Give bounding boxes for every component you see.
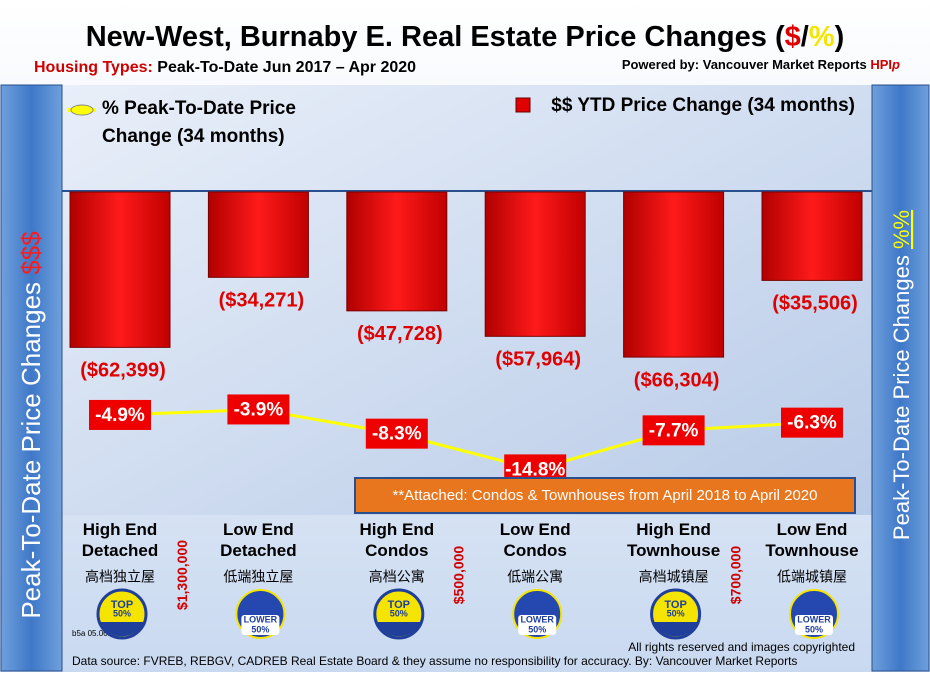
value-label-box	[365, 418, 428, 449]
x-tick-label: High End Townhouse	[627, 520, 721, 560]
value-label: -8.3%	[372, 424, 422, 445]
divider-label: $1,300,000	[174, 540, 190, 610]
title-text: New-West, Burnaby E. Real Estate Price C…	[86, 21, 785, 53]
y-axis-label-symbol: $$$	[16, 231, 46, 275]
badge-text: 50%	[805, 624, 823, 634]
plot-area	[62, 85, 872, 515]
value-label: -6.3%	[787, 413, 837, 434]
badge-plate	[241, 615, 280, 635]
x-tick-label: Low End Detached	[220, 520, 297, 560]
title-text: /	[801, 21, 809, 53]
badge-text: 50%	[528, 624, 546, 634]
hpi: HPI	[870, 57, 892, 72]
note: **Attached: Condos & Townhouses from Apr…	[393, 487, 818, 504]
x-tick-label-zh: 高档独立屋	[85, 569, 155, 585]
x-tick-label-zh: 高档公寓	[369, 569, 425, 585]
badge-text: TOP	[388, 599, 410, 611]
x-tick-label: Low End Townhouse	[765, 520, 859, 560]
legend-label: % Peak-To-Date Price Change (34 months)	[102, 98, 296, 147]
left-panel	[0, 84, 63, 672]
value-label-box	[642, 415, 705, 446]
x-tick-label-zh: 低端公寓	[507, 569, 563, 585]
y2-axis-label-text: Peak-To-Date Price Changes	[889, 249, 914, 540]
legend-marker	[70, 104, 94, 116]
badge-text: LOWER	[520, 614, 554, 624]
value-label: ($66,304)	[634, 369, 720, 391]
bar	[207, 191, 309, 278]
divider-label: $700,000	[728, 546, 744, 605]
subtitle-text: Peak-To-Date Jun 2017 – Apr 2020	[157, 59, 416, 76]
y2-axis-label-symbol: %%	[889, 210, 914, 249]
x-tick-label-box: Low End Townhouse	[765, 520, 859, 560]
y2-axis-label: Peak-To-Date Price Changes %%	[889, 210, 914, 540]
badge-text: 50%	[251, 624, 269, 634]
badge-text: 50%	[113, 608, 131, 618]
y-axis-label-text: Peak-To-Date Price Changes	[16, 275, 46, 619]
value-label: ($34,271)	[219, 290, 305, 312]
badge-plate	[795, 615, 833, 635]
value-label: ($35,506)	[772, 293, 858, 315]
x-tick-label: High End Condos	[359, 520, 435, 560]
badge-lower	[653, 622, 698, 637]
x-tick-label-zh: 高档城镇屋	[639, 569, 709, 585]
value-label: -14.8%	[505, 459, 565, 480]
hpi-suffix: p	[891, 57, 900, 72]
x-tick-label-box: High End Townhouse	[627, 520, 721, 560]
badge-text: 50%	[390, 608, 408, 618]
x-tick-label-zh: 低端独立屋	[223, 569, 293, 585]
bar	[346, 191, 448, 312]
note-box	[354, 477, 856, 514]
value-label-box	[89, 399, 151, 430]
badge-text: TOP	[111, 599, 133, 611]
legend-label: $$ YTD Price Change (34 months)	[551, 95, 855, 116]
badge-text: LOWER	[244, 614, 278, 624]
title-text: )	[835, 21, 845, 53]
value-label-box	[227, 394, 290, 425]
footer-code: b5a 05.06.2020	[72, 629, 128, 638]
x-tick-label-box: Low End Detached	[220, 520, 297, 560]
value-label-box	[781, 407, 843, 438]
footer-rights: All rights reserved and images copyright…	[628, 640, 855, 654]
powered-by-name: Vancouver Market Reports	[703, 57, 867, 72]
legend-marker	[515, 97, 531, 113]
title: New-West, Burnaby E. Real Estate Price C…	[86, 21, 845, 53]
subtitle: Housing Types: Peak-To-Date Jun 2017 – A…	[34, 59, 416, 76]
subtitle-label: Housing Types:	[34, 59, 153, 76]
bar	[69, 191, 171, 348]
divider-label: $500,000	[451, 546, 467, 605]
x-tick-label-zh: 低端城镇屋	[777, 569, 847, 585]
title-text: %	[809, 21, 835, 53]
value-label: ($62,399)	[80, 360, 166, 382]
value-label: ($57,964)	[495, 349, 581, 371]
x-tick-label-box: Low End Condos	[499, 520, 571, 560]
legend-label-box: % Peak-To-Date Price Change (34 months)	[102, 98, 296, 147]
value-label: -7.7%	[649, 420, 699, 441]
badge-text: 50%	[667, 608, 685, 618]
x-tick-label: High End Detached	[81, 520, 159, 560]
badge-plate	[518, 615, 557, 635]
value-label: -4.9%	[95, 405, 145, 426]
x-tick-label-box: High End Detached	[81, 520, 159, 560]
bar	[761, 191, 863, 281]
bar	[484, 191, 586, 337]
value-label: -3.9%	[234, 399, 284, 420]
title-text: $	[785, 21, 801, 53]
badge-text: LOWER	[797, 614, 831, 624]
footer-source: Data source: FVREB, REBGV, CADREB Real E…	[72, 654, 797, 668]
y-axis-label: Peak-To-Date Price Changes $$$	[16, 231, 46, 619]
x-tick-label: Low End Condos	[499, 520, 571, 560]
badge-lower	[376, 622, 421, 637]
badge-lower	[100, 622, 144, 637]
value-label: ($47,728)	[357, 323, 443, 345]
powered-by-label: Powered by:	[622, 57, 699, 72]
right-panel	[871, 84, 930, 672]
badge-text: TOP	[664, 599, 686, 611]
bar	[623, 191, 725, 358]
powered-by: Powered by: Vancouver Market Reports HPI…	[622, 57, 900, 72]
x-tick-label-box: High End Condos	[359, 520, 435, 560]
